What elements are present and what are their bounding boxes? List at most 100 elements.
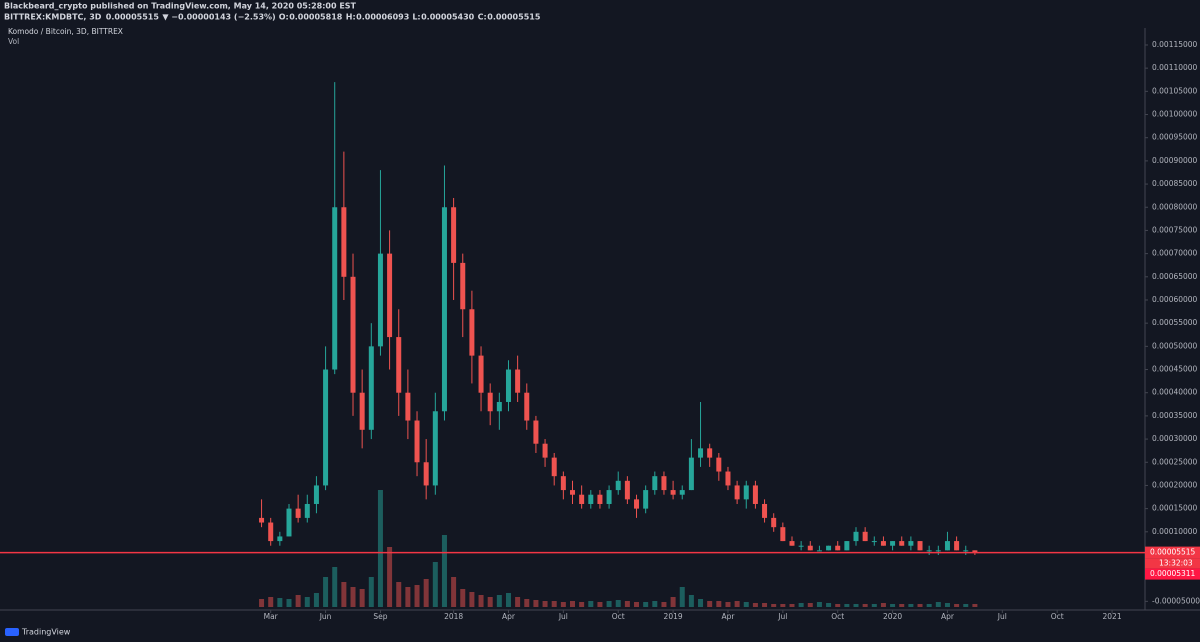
volume-bar	[762, 603, 768, 607]
candle-body	[661, 476, 667, 491]
price-tag	[1145, 558, 1200, 569]
y-tick-label: 0.00035000	[1152, 411, 1198, 420]
candle-body	[524, 392, 530, 421]
y-tick-label: 0.00110000	[1152, 63, 1198, 72]
volume-bar	[304, 597, 310, 607]
y-tick-label: 0.00030000	[1152, 434, 1198, 443]
volume-bar	[451, 577, 457, 607]
candle-body	[396, 337, 402, 393]
candle-body	[670, 490, 676, 495]
volume-bar	[405, 587, 411, 607]
last-price-label: 0.00005515	[1150, 548, 1196, 557]
price-tag	[1145, 568, 1200, 580]
candle-body	[359, 392, 365, 430]
volume-bar	[963, 604, 969, 607]
candle-body	[807, 545, 813, 551]
candle-body	[332, 207, 338, 370]
candle-body	[542, 443, 548, 458]
volume-bar	[944, 603, 950, 607]
ohlc-key: H:	[346, 13, 356, 22]
candle-body	[908, 541, 914, 546]
candle-body	[853, 531, 859, 542]
volume-bar	[679, 587, 685, 607]
volume-bar	[259, 599, 265, 607]
volume-bar	[268, 597, 274, 607]
y-tick-label: 0.00020000	[1152, 480, 1198, 489]
candle-body	[890, 541, 896, 546]
y-tick-label: 0.00010000	[1152, 527, 1198, 536]
candle-body	[643, 490, 649, 509]
y-tick-label: 0.00075000	[1152, 225, 1198, 234]
candle-body	[496, 401, 502, 412]
candle-body	[387, 253, 393, 338]
volume-bar	[341, 582, 347, 607]
volume-bar	[277, 598, 283, 607]
ohlc-key: L:	[412, 13, 420, 22]
candle-body	[588, 494, 594, 504]
candle-body	[963, 550, 969, 552]
x-tick-label: 2018	[444, 612, 463, 621]
price: 0.00005515	[106, 13, 160, 22]
volume-bar	[862, 604, 868, 607]
volume-bar	[880, 603, 886, 607]
y-tick-label: 0.00065000	[1152, 272, 1198, 281]
candle-body	[771, 517, 777, 528]
x-tick-label: Oct	[1051, 612, 1064, 621]
volume-bar	[890, 604, 896, 607]
volume-bar	[359, 589, 365, 607]
candle-body	[743, 485, 749, 500]
volume-bar	[515, 597, 521, 607]
volume-bar	[926, 604, 932, 607]
candle-body	[268, 522, 274, 542]
candle-body	[259, 517, 265, 523]
ohlc-value: 0.00005818	[289, 13, 343, 22]
candle-body	[341, 207, 347, 277]
volume-bar	[816, 602, 822, 607]
volume-bar	[807, 603, 813, 607]
candle-body	[515, 369, 521, 393]
y-tick-label: 0.00040000	[1152, 388, 1198, 397]
candle-body	[698, 448, 704, 458]
candle-body	[423, 462, 429, 486]
candle-body	[570, 490, 575, 495]
candle-body	[432, 411, 438, 486]
candle-body	[880, 541, 886, 546]
volume-bar	[798, 603, 804, 607]
y-tick-label: 0.00105000	[1152, 86, 1198, 95]
x-tick-label: Jul	[558, 612, 568, 621]
candle-body	[707, 448, 713, 458]
candle-body	[926, 550, 932, 552]
x-tick-label: Apr	[941, 612, 955, 621]
candle-body	[414, 420, 420, 463]
candle-body	[780, 527, 786, 542]
volume-bar	[286, 599, 292, 607]
candle-body	[844, 541, 850, 551]
volume-bar	[734, 601, 740, 607]
candle-body	[762, 503, 768, 518]
candle-body	[789, 541, 795, 546]
candle-body	[460, 262, 466, 310]
candle-body	[688, 457, 694, 491]
x-tick-label: Mar	[264, 612, 279, 621]
candle-body	[679, 490, 685, 495]
volume-bar	[551, 601, 557, 607]
volume-bar	[771, 604, 777, 607]
volume-bar	[725, 602, 731, 607]
candle-body	[716, 457, 722, 472]
y-tick-label: 0.00070000	[1152, 249, 1198, 258]
volume-bar	[935, 602, 941, 607]
y-tick-label: 0.00085000	[1152, 179, 1198, 188]
volume-bar	[698, 599, 704, 607]
volume-bar	[350, 587, 356, 607]
volume-bar	[414, 585, 420, 607]
candle-body	[579, 494, 585, 504]
volume-bar	[743, 602, 749, 607]
y-tick-label: 0.00025000	[1152, 457, 1198, 466]
volume-bar	[615, 600, 621, 607]
volume-bar	[752, 603, 758, 607]
candle-body	[304, 503, 310, 518]
candle-body	[826, 545, 832, 551]
